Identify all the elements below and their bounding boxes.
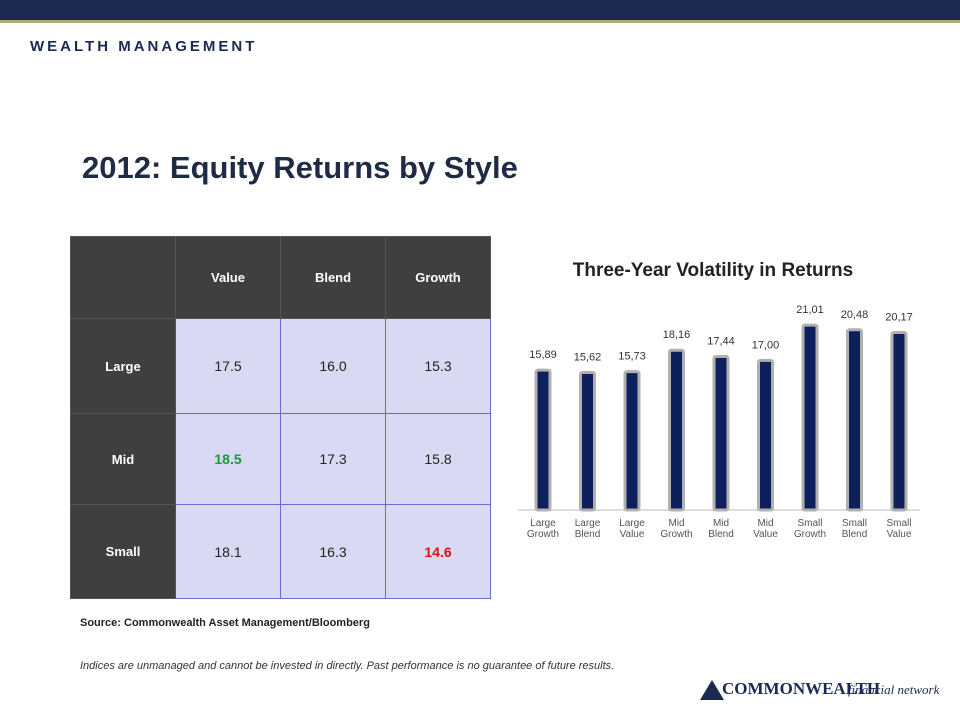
column-header: Blend: [280, 236, 386, 319]
data-label: 15,73: [618, 351, 646, 363]
bar: [757, 358, 774, 512]
x-tick-label: Large Blend: [574, 518, 601, 540]
bar: [579, 371, 596, 512]
row-label: Mid: [70, 413, 176, 505]
table-cell: 18.1: [175, 504, 281, 599]
bar: [712, 355, 730, 512]
source: Source: Commonwealth Asset Management/Bl…: [80, 617, 370, 629]
data-label: 15,62: [574, 352, 602, 364]
x-tick-label: Mid Growth: [660, 518, 693, 540]
bar: [890, 331, 908, 512]
row-label: Small: [70, 504, 176, 599]
logo-icon: [700, 680, 724, 700]
data-label: 15,89: [529, 349, 557, 361]
data-label: 18,16: [663, 329, 691, 341]
corner-cell: [70, 236, 176, 319]
logo: COMMONWEALTH: [722, 679, 881, 698]
table-row: Large 17.5 16.0 15.3: [70, 318, 491, 414]
returns-table: Value Blend Growth Large 17.5 16.0 15.3 Mid 18.5…: [70, 236, 491, 599]
slide-title: 2012: Equity Returns by Style: [82, 150, 518, 185]
x-tick-label: Small Blend: [841, 518, 868, 540]
data-label: 20,17: [885, 312, 913, 324]
header-row: Value Blend Growth: [70, 236, 491, 319]
table-cell: 15.3: [385, 318, 491, 414]
table-cell: 16.3: [280, 504, 386, 599]
table-row: Small 18.1 16.3 14.6: [70, 504, 491, 599]
table-cell: 17.5: [175, 318, 281, 414]
brand: WEALTH MANAGEMENT: [30, 38, 258, 55]
disclaimer: Indices are unmanaged and cannot be inve…: [80, 660, 615, 672]
x-tick-label: Mid Value: [753, 518, 778, 540]
data-label: 21,01: [796, 304, 824, 316]
tagline: financial network: [848, 682, 940, 697]
data-label: 20,48: [841, 309, 869, 321]
chart-title: Three-Year Volatility in Returns: [573, 260, 854, 281]
table-cell: 16.0: [280, 318, 386, 414]
table-cell: 15.8: [385, 413, 491, 505]
bar: [623, 370, 641, 512]
banner: [0, 0, 960, 23]
x-tick-label: Small Value: [886, 518, 912, 540]
x-tick-label: Small Growth: [793, 518, 827, 540]
x-tick-label: Large Value: [619, 518, 645, 540]
x-tick-label: Mid Blend: [708, 518, 734, 540]
bar: [534, 368, 552, 512]
data-label: 17,00: [752, 339, 780, 351]
bar: [668, 348, 685, 512]
table-cell: 17.3: [280, 413, 386, 505]
x-tick-label: Large Growth: [526, 518, 560, 540]
column-header: Growth: [385, 236, 491, 319]
table-cell: 14.6: [385, 504, 491, 599]
bar: [801, 323, 819, 512]
table-cell: 18.5: [175, 413, 281, 505]
data-label: 17,44: [707, 336, 735, 348]
table-row: Mid 18.5 17.3 15.8: [70, 413, 491, 505]
bar: [846, 328, 863, 512]
